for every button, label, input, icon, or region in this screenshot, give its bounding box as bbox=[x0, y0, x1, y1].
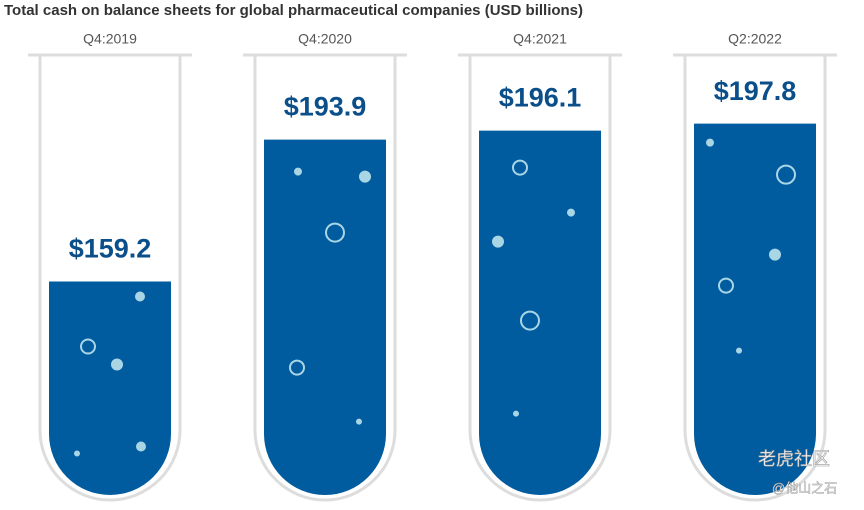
x-tick-label: Q4:2019 bbox=[83, 31, 137, 47]
bubble bbox=[718, 277, 734, 294]
bar bbox=[264, 139, 386, 496]
bar bbox=[479, 130, 601, 495]
x-tick-label: Q4:2021 bbox=[513, 31, 567, 47]
value-label: $159.2 bbox=[69, 234, 152, 264]
bubble bbox=[325, 222, 345, 243]
bubble bbox=[80, 338, 96, 355]
bubble bbox=[776, 164, 796, 185]
bubble bbox=[289, 359, 305, 376]
bubble bbox=[567, 208, 575, 217]
bubble bbox=[520, 310, 540, 331]
bubble bbox=[512, 159, 528, 176]
value-label: $197.8 bbox=[714, 76, 797, 106]
x-tick-label: Q4:2020 bbox=[298, 31, 352, 47]
value-label: $193.9 bbox=[284, 92, 367, 122]
bubble bbox=[769, 248, 781, 261]
bubble bbox=[294, 167, 302, 176]
watermark: @他山之石 bbox=[772, 480, 837, 495]
bubble bbox=[513, 410, 519, 417]
bubble bbox=[492, 235, 504, 248]
watermark: 老虎社区 bbox=[758, 449, 830, 469]
bubble bbox=[136, 441, 146, 452]
bar bbox=[694, 123, 816, 496]
bubble bbox=[74, 450, 80, 457]
bubble bbox=[736, 347, 742, 354]
bubble bbox=[111, 358, 123, 371]
bar bbox=[49, 281, 171, 495]
bubble bbox=[356, 418, 362, 425]
x-tick-label: Q2:2022 bbox=[728, 31, 782, 47]
bubble bbox=[706, 138, 714, 147]
bubble bbox=[359, 170, 371, 183]
bubble bbox=[135, 291, 145, 302]
value-label: $196.1 bbox=[499, 83, 582, 113]
chart-title: Total cash on balance sheets for global … bbox=[4, 2, 583, 19]
